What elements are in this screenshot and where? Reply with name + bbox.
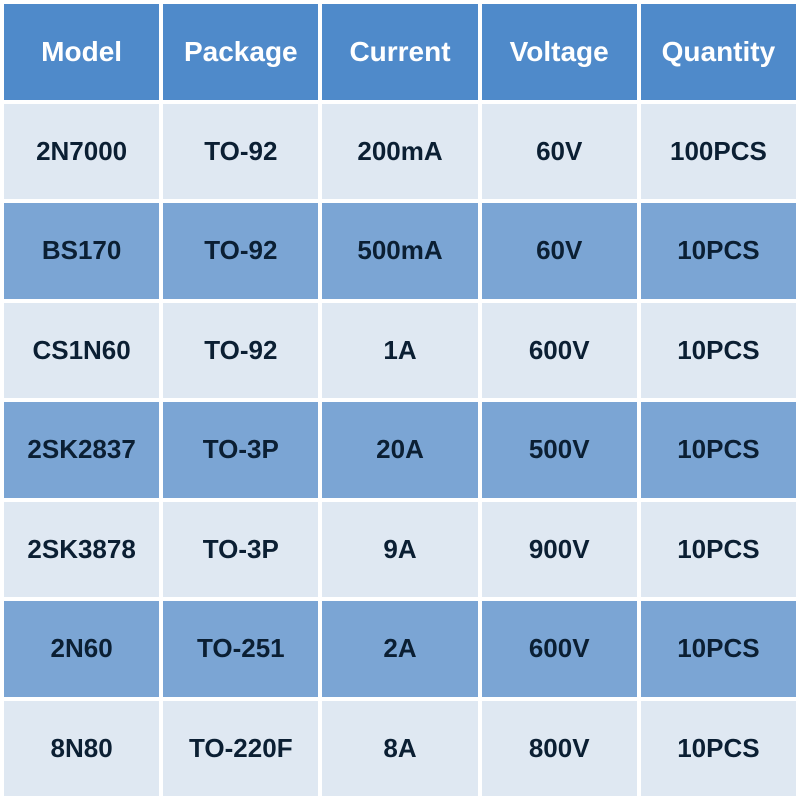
col-header-current: Current bbox=[320, 2, 479, 102]
cell-quantity: 10PCS bbox=[639, 201, 798, 301]
table-row: 2SK2837 TO-3P 20A 500V 10PCS bbox=[2, 400, 798, 500]
cell-model: 2SK2837 bbox=[2, 400, 161, 500]
table-row: BS170 TO-92 500mA 60V 10PCS bbox=[2, 201, 798, 301]
cell-current: 8A bbox=[320, 699, 479, 799]
cell-voltage: 500V bbox=[480, 400, 639, 500]
cell-voltage: 800V bbox=[480, 699, 639, 799]
cell-quantity: 10PCS bbox=[639, 599, 798, 699]
cell-package: TO-92 bbox=[161, 201, 320, 301]
cell-current: 200mA bbox=[320, 102, 479, 202]
cell-quantity: 10PCS bbox=[639, 400, 798, 500]
cell-current: 2A bbox=[320, 599, 479, 699]
cell-package: TO-3P bbox=[161, 400, 320, 500]
cell-voltage: 600V bbox=[480, 599, 639, 699]
table-header-row: Model Package Current Voltage Quantity bbox=[2, 2, 798, 102]
cell-model: 2SK3878 bbox=[2, 500, 161, 600]
cell-quantity: 10PCS bbox=[639, 699, 798, 799]
table-row: 2SK3878 TO-3P 9A 900V 10PCS bbox=[2, 500, 798, 600]
cell-quantity: 100PCS bbox=[639, 102, 798, 202]
cell-quantity: 10PCS bbox=[639, 500, 798, 600]
cell-package: TO-3P bbox=[161, 500, 320, 600]
cell-package: TO-92 bbox=[161, 102, 320, 202]
cell-model: 2N60 bbox=[2, 599, 161, 699]
cell-model: BS170 bbox=[2, 201, 161, 301]
cell-package: TO-220F bbox=[161, 699, 320, 799]
cell-current: 20A bbox=[320, 400, 479, 500]
cell-voltage: 900V bbox=[480, 500, 639, 600]
table-row: 2N60 TO-251 2A 600V 10PCS bbox=[2, 599, 798, 699]
cell-voltage: 60V bbox=[480, 102, 639, 202]
spec-table: Model Package Current Voltage Quantity 2… bbox=[0, 0, 800, 800]
cell-voltage: 60V bbox=[480, 201, 639, 301]
col-header-voltage: Voltage bbox=[480, 2, 639, 102]
cell-quantity: 10PCS bbox=[639, 301, 798, 401]
table-row: 8N80 TO-220F 8A 800V 10PCS bbox=[2, 699, 798, 799]
cell-model: CS1N60 bbox=[2, 301, 161, 401]
col-header-quantity: Quantity bbox=[639, 2, 798, 102]
cell-voltage: 600V bbox=[480, 301, 639, 401]
cell-current: 1A bbox=[320, 301, 479, 401]
cell-model: 8N80 bbox=[2, 699, 161, 799]
cell-package: TO-92 bbox=[161, 301, 320, 401]
cell-current: 9A bbox=[320, 500, 479, 600]
col-header-package: Package bbox=[161, 2, 320, 102]
cell-model: 2N7000 bbox=[2, 102, 161, 202]
cell-current: 500mA bbox=[320, 201, 479, 301]
cell-package: TO-251 bbox=[161, 599, 320, 699]
table-row: CS1N60 TO-92 1A 600V 10PCS bbox=[2, 301, 798, 401]
col-header-model: Model bbox=[2, 2, 161, 102]
table-row: 2N7000 TO-92 200mA 60V 100PCS bbox=[2, 102, 798, 202]
